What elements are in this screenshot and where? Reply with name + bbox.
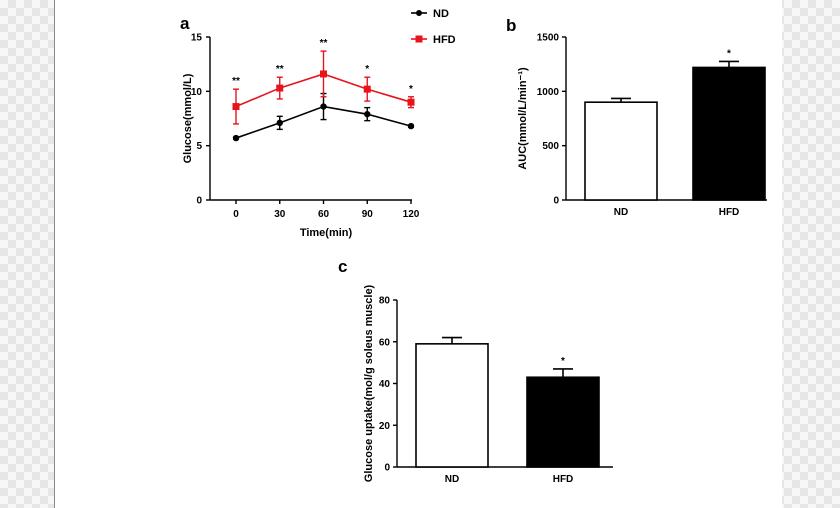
panel-a-point-hfd [363, 85, 371, 93]
panel-a-point-nd [407, 122, 415, 130]
panel-c-y-tick-label: 40 [379, 379, 391, 390]
legend-marker-hfd [415, 35, 423, 43]
panel-a-point-hfd [232, 103, 240, 111]
panel-a-y-tick-label: 10 [191, 87, 203, 98]
left-divider [54, 0, 55, 508]
panel-a-y-axis-label: Glucose(mmol/L) [182, 73, 194, 163]
panel-b-y-tick-label: 500 [542, 141, 559, 152]
panel-c-x-tick-label: HFD [553, 474, 574, 485]
panel-b-x-tick-label: ND [614, 207, 628, 218]
panel-c-bar-hfd [526, 376, 600, 468]
panel-c-y-tick-label: 20 [379, 421, 391, 432]
panel-b-y-axis-label: AUC(mmol/L/min⁻¹) [517, 67, 529, 170]
panel-a-point-nd [276, 119, 283, 127]
panel-a-x-tick-label: 0 [233, 209, 239, 220]
panel-c-bar-nd [415, 343, 489, 468]
panel-a-point-hfd [407, 98, 415, 106]
panel-c-x-tick-label: ND [445, 474, 459, 485]
legend-marker-nd [416, 10, 422, 16]
panel-a-significance-marker: * [409, 84, 413, 95]
panel-a-x-axis-label: Time(min) [300, 227, 353, 239]
panel-a-x-tick-label: 90 [362, 209, 374, 220]
panel-a-x-tick-label: 120 [403, 209, 420, 220]
panel-a-point-nd [232, 134, 240, 142]
panel-a-point-hfd [320, 70, 327, 78]
panel-c-significance-marker: * [561, 356, 565, 367]
panel-c-y-tick-label: 0 [384, 463, 390, 474]
panel-c-y-axis-label: Glucose uptake(mol/g soleus muscle) [363, 284, 375, 482]
figure-panel: a 0 5 10 15 0 30 60 90 120 Time(min) Glucose(mmol/L… [55, 0, 782, 508]
panel-c-y-tick-label: 60 [379, 337, 391, 348]
legend-label-nd: ND [433, 8, 449, 20]
panel-a-significance-marker: ** [232, 76, 240, 87]
panel-b-bar-nd [584, 101, 658, 201]
panel-a-y-tick-label: 5 [196, 141, 202, 152]
panel-b-significance-marker: * [727, 48, 731, 59]
panel-a-y-tick-label: 15 [191, 33, 203, 44]
panel-a-x-tick-label: 60 [318, 209, 330, 220]
panel-b-y-tick-label: 1500 [537, 33, 560, 44]
panel-a-significance-marker: * [365, 64, 369, 75]
panel-c-letter: c [338, 257, 347, 276]
panel-b-x-tick-label: HFD [719, 207, 740, 218]
legend-label-hfd: HFD [433, 34, 456, 46]
panel-b-letter: b [506, 16, 516, 35]
panel-a-point-nd [364, 110, 371, 118]
panel-c-y-tick-label: 80 [379, 296, 391, 307]
panel-a-significance-marker: ** [276, 64, 284, 75]
panel-a-letter: a [180, 14, 190, 33]
figure-svg: a 0 5 10 15 0 30 60 90 120 Time(min) Glucose(mmol/L… [180, 8, 767, 485]
panel-a-x-tick-label: 30 [274, 209, 286, 220]
panel-b-y-tick-label: 1000 [537, 87, 560, 98]
panel-b-y-tick-label: 0 [553, 196, 559, 207]
panel-b-bar-hfd [692, 66, 766, 201]
panel-a-point-nd [320, 103, 327, 110]
panel-a-y-tick-label: 0 [196, 196, 202, 207]
panel-a-point-hfd [276, 84, 284, 92]
panel-a-significance-marker: ** [320, 38, 328, 49]
